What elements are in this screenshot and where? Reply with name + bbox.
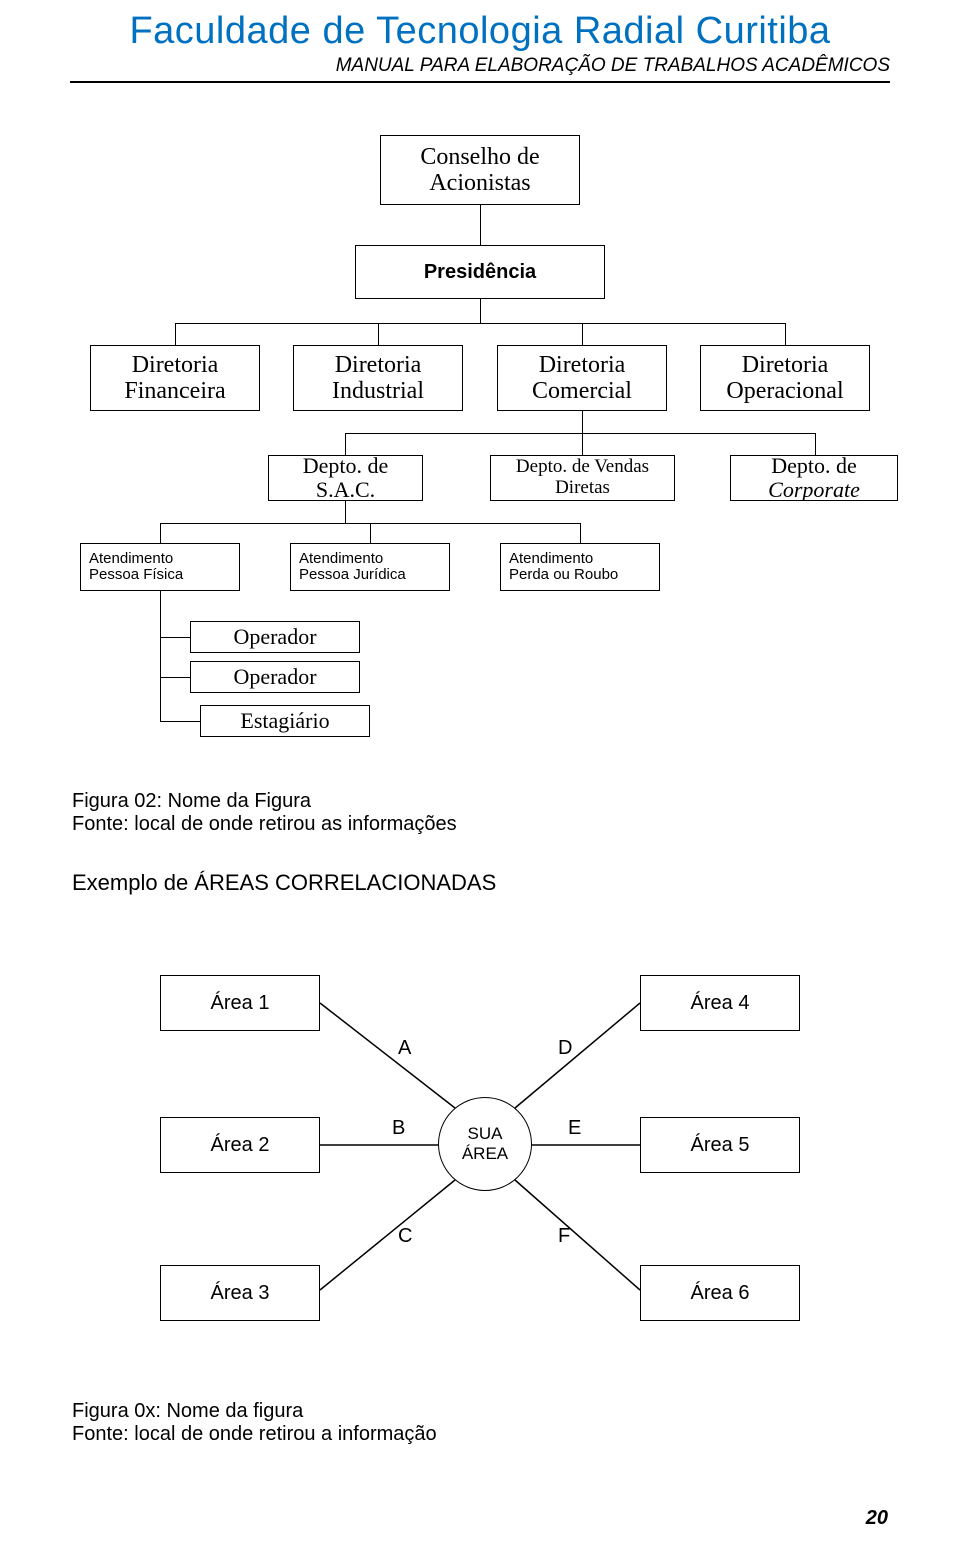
page-subtitle: MANUAL PARA ELABORAÇÃO DE TRABALHOS ACAD… bbox=[0, 55, 960, 77]
node-text: Área 4 bbox=[691, 992, 750, 1015]
caption-line: Fonte: local de onde retirou as informaç… bbox=[72, 813, 457, 836]
node-depto-vendas: Depto. de Vendas Diretas bbox=[490, 455, 675, 501]
connector bbox=[378, 323, 379, 345]
node-text: Perda ou Roubo bbox=[509, 567, 618, 584]
connector bbox=[175, 323, 176, 345]
edge-label-a: A bbox=[398, 1037, 411, 1060]
caption-line: Figura 02: Nome da Figura bbox=[72, 790, 457, 813]
connector bbox=[175, 323, 785, 324]
node-text: Diretas bbox=[555, 478, 610, 499]
node-text: Presidência bbox=[424, 261, 536, 283]
connector bbox=[160, 637, 190, 638]
node-area-1: Área 1 bbox=[160, 975, 320, 1031]
node-text: SUA bbox=[468, 1124, 503, 1144]
node-dir-comercial: Diretoria Comercial bbox=[497, 345, 667, 411]
caption-line: Fonte: local de onde retirou a informaçã… bbox=[72, 1423, 437, 1446]
edge-label-e: E bbox=[568, 1117, 581, 1140]
node-area-2: Área 2 bbox=[160, 1117, 320, 1173]
connector bbox=[370, 523, 371, 543]
node-text: Industrial bbox=[332, 378, 424, 404]
node-text: Área 2 bbox=[211, 1134, 270, 1157]
node-estagiario: Estagiário bbox=[200, 705, 370, 737]
node-operador-1: Operador bbox=[190, 621, 360, 653]
node-text: Atendimento bbox=[89, 551, 173, 568]
node-area-5: Área 5 bbox=[640, 1117, 800, 1173]
page-number: 20 bbox=[866, 1507, 888, 1530]
node-text: Conselho de bbox=[420, 144, 539, 170]
node-text: Depto. de bbox=[771, 455, 857, 478]
node-center: SUA ÁREA bbox=[438, 1097, 532, 1191]
node-text: Área 3 bbox=[211, 1282, 270, 1305]
node-text: Pessoa Física bbox=[89, 567, 183, 584]
figure0x-caption: Figura 0x: Nome da figura Fonte: local d… bbox=[72, 1400, 437, 1446]
node-text: Operador bbox=[233, 665, 316, 689]
connector bbox=[785, 323, 786, 345]
node-text: Operacional bbox=[726, 378, 843, 404]
node-text: Depto. de bbox=[303, 455, 389, 478]
page-title: Faculdade de Tecnologia Radial Curitiba bbox=[0, 10, 960, 53]
node-presidencia: Presidência bbox=[355, 245, 605, 299]
node-text: Atendimento bbox=[299, 551, 383, 568]
node-text: Diretoria bbox=[335, 352, 422, 378]
node-text: Área 5 bbox=[691, 1134, 750, 1157]
node-text: S.A.C. bbox=[316, 478, 375, 501]
node-text: Diretoria bbox=[742, 352, 829, 378]
connector bbox=[160, 721, 200, 722]
node-text: Área 6 bbox=[691, 1282, 750, 1305]
node-att-fisica: Atendimento Pessoa Física bbox=[80, 543, 240, 591]
connector bbox=[815, 433, 816, 455]
node-operador-2: Operador bbox=[190, 661, 360, 693]
connector bbox=[480, 205, 481, 245]
connector bbox=[160, 677, 190, 678]
connector bbox=[345, 433, 815, 434]
connector bbox=[160, 523, 161, 543]
node-text: Atendimento bbox=[509, 551, 593, 568]
node-area-6: Área 6 bbox=[640, 1265, 800, 1321]
node-depto-sac: Depto. de S.A.C. bbox=[268, 455, 423, 501]
node-text: Corporate bbox=[768, 478, 860, 501]
node-text: Estagiário bbox=[240, 709, 329, 733]
node-dir-industrial: Diretoria Industrial bbox=[293, 345, 463, 411]
edge-label-f: F bbox=[558, 1225, 570, 1248]
node-text: Diretoria bbox=[539, 352, 626, 378]
org-chart: Conselho de Acionistas Presidência Diret… bbox=[0, 115, 960, 735]
node-text: Acionistas bbox=[429, 170, 530, 196]
node-conselho: Conselho de Acionistas bbox=[380, 135, 580, 205]
connector bbox=[582, 411, 583, 433]
figure02-caption: Figura 02: Nome da Figura Fonte: local d… bbox=[72, 790, 457, 836]
node-text: Pessoa Jurídica bbox=[299, 567, 406, 584]
node-att-juridica: Atendimento Pessoa Jurídica bbox=[290, 543, 450, 591]
caption-line: Figura 0x: Nome da figura bbox=[72, 1400, 437, 1423]
areas-heading: Exemplo de ÁREAS CORRELACIONADAS bbox=[72, 870, 496, 896]
node-dir-financeira: Diretoria Financeira bbox=[90, 345, 260, 411]
page-header: Faculdade de Tecnologia Radial Curitiba … bbox=[0, 0, 960, 83]
node-text: ÁREA bbox=[462, 1144, 508, 1164]
node-text: Financeira bbox=[124, 378, 225, 404]
connector bbox=[582, 323, 583, 345]
node-text: Área 1 bbox=[211, 992, 270, 1015]
connector bbox=[345, 501, 346, 523]
node-text: Depto. de Vendas bbox=[516, 457, 649, 478]
node-dir-operacional: Diretoria Operacional bbox=[700, 345, 870, 411]
node-area-3: Área 3 bbox=[160, 1265, 320, 1321]
edge-label-b: B bbox=[392, 1117, 405, 1140]
node-depto-corporate: Depto. de Corporate bbox=[730, 455, 898, 501]
header-rule bbox=[70, 81, 890, 83]
node-area-4: Área 4 bbox=[640, 975, 800, 1031]
connector bbox=[582, 433, 583, 455]
node-att-roubo: Atendimento Perda ou Roubo bbox=[500, 543, 660, 591]
connector bbox=[160, 591, 161, 721]
edge-label-c: C bbox=[398, 1225, 412, 1248]
node-text: Diretoria bbox=[132, 352, 219, 378]
node-text: Comercial bbox=[532, 378, 632, 404]
connector bbox=[580, 523, 581, 543]
edge-label-d: D bbox=[558, 1037, 572, 1060]
areas-diagram: Área 1 Área 2 Área 3 Área 4 Área 5 Área … bbox=[0, 935, 960, 1395]
node-text: Operador bbox=[233, 625, 316, 649]
connector bbox=[480, 299, 481, 323]
connector bbox=[345, 433, 346, 455]
